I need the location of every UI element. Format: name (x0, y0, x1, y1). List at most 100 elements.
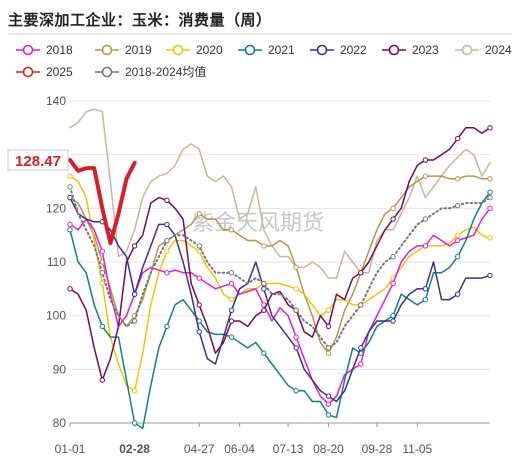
x-tick-label: 04-27 (184, 442, 215, 456)
series-2018-2024 (67, 184, 493, 351)
series-line (69, 185, 491, 349)
data-point (325, 307, 332, 313)
series-line (69, 175, 491, 354)
legend-circle-icon (101, 44, 113, 56)
data-point (196, 302, 202, 308)
y-tick-label: 140 (46, 94, 66, 108)
x-tick-label: 06-04 (224, 442, 255, 456)
legend: 2018 2019 2020 2021 2022 2023 2024 2025 2018-202… (16, 43, 512, 79)
legend-circle-icon (244, 44, 256, 56)
y-tick-label: 120 (46, 201, 66, 215)
data-point (487, 205, 493, 212)
data-point (358, 345, 364, 351)
data-point (422, 296, 429, 303)
series-2023 (67, 125, 493, 383)
data-point (293, 345, 299, 351)
legend-circle-icon (388, 44, 400, 56)
data-point (358, 302, 364, 308)
legend-label: 2025 (46, 65, 73, 79)
data-point (454, 253, 461, 260)
data-point (454, 291, 461, 297)
data-point (131, 420, 138, 426)
legend-item-2024[interactable]: 2024 (455, 43, 512, 57)
data-point (358, 361, 364, 367)
legend-label: 2018-2024均值 (125, 64, 206, 79)
data-point (325, 350, 332, 356)
data-point (390, 318, 396, 324)
series-line (69, 207, 491, 405)
data-point (454, 135, 461, 142)
legend-item-2021[interactable]: 2021 (238, 43, 295, 57)
data-point (487, 189, 493, 195)
data-point (454, 237, 461, 244)
data-point (422, 216, 429, 222)
data-point (164, 270, 170, 276)
data-point (164, 237, 170, 244)
data-point (261, 286, 267, 292)
current-value-callout: 128.47 (7, 149, 69, 171)
legend-label: 2024 (485, 43, 512, 57)
series-line (69, 196, 491, 403)
legend-circle-icon (172, 44, 184, 56)
data-point (325, 323, 332, 330)
data-point (164, 248, 170, 254)
legend-item-2019[interactable]: 2019 (95, 43, 152, 57)
x-tick-label: 07-13 (273, 442, 304, 456)
data-point (454, 202, 461, 209)
legend-label: 2022 (340, 43, 367, 57)
data-point (196, 243, 202, 249)
data-point (422, 243, 429, 249)
data-point (390, 216, 396, 222)
legend-circle-icon (101, 66, 113, 78)
data-point (422, 173, 429, 179)
series-line (69, 108, 491, 279)
series-line (68, 158, 137, 246)
data-point (293, 286, 299, 292)
data-point (487, 176, 493, 182)
data-point (390, 205, 396, 212)
x-axis: 01-01 02-28 04-27 06-04 07-13 08-20 09-28 11-05 (55, 422, 490, 456)
legend-item-2023[interactable]: 2023 (382, 43, 439, 57)
data-point (293, 307, 299, 313)
data-point (67, 227, 73, 233)
legend-item-2025[interactable]: 2025 (16, 65, 73, 79)
data-point (164, 197, 170, 203)
x-tick-label: 01-01 (55, 442, 86, 456)
legend-circle-icon (316, 44, 328, 56)
value-callout-box (7, 149, 69, 171)
legend-item-2022[interactable]: 2022 (310, 43, 367, 57)
data-point (99, 270, 106, 276)
data-point (454, 232, 461, 238)
data-point (261, 243, 267, 249)
data-point (67, 194, 73, 201)
x-tick-label-highlight: 02-28 (119, 442, 150, 456)
data-point (293, 334, 299, 340)
x-tick-label: 08-20 (313, 442, 344, 456)
data-point (131, 318, 138, 324)
data-point (358, 270, 364, 276)
data-point (325, 401, 332, 407)
data-point (422, 157, 429, 163)
chart-title: 主要深加工企业：玉米：消费量（周） (8, 11, 272, 29)
y-tick-label: 100 (46, 309, 66, 323)
data-point (422, 286, 429, 292)
data-point (325, 412, 332, 418)
series-lines (67, 108, 493, 430)
data-point (228, 227, 235, 233)
watermark-text: 紫金天风期货 (192, 211, 324, 236)
legend-item-2018[interactable]: 2018 (16, 43, 73, 57)
legend-item-2018-2024[interactable]: 2018-2024均值 (95, 64, 206, 79)
data-point (390, 280, 396, 287)
legend-label: 2023 (412, 43, 439, 57)
legend-label: 2018 (46, 43, 73, 57)
x-tick-label: 09-28 (362, 442, 393, 456)
data-point (67, 286, 73, 292)
data-point (196, 275, 202, 281)
data-point (99, 323, 106, 330)
legend-label: 2019 (125, 43, 152, 57)
legend-label: 2021 (268, 43, 295, 57)
legend-item-2020[interactable]: 2020 (166, 43, 223, 57)
data-point (131, 243, 138, 249)
series-line (69, 175, 491, 392)
data-point (228, 296, 235, 303)
